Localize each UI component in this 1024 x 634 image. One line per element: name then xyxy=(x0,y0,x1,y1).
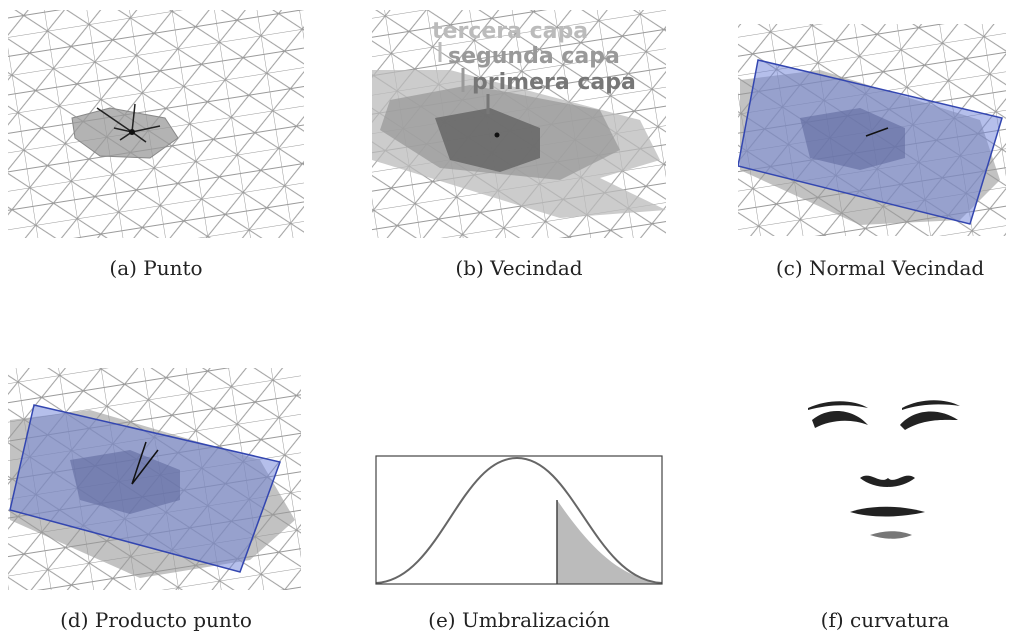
mouth xyxy=(850,507,925,517)
eye-left xyxy=(812,411,868,428)
panel-e xyxy=(376,456,662,584)
plot-frame xyxy=(376,456,662,584)
caption: (a) Punto xyxy=(109,256,202,280)
panel-f xyxy=(808,400,960,539)
eye-right xyxy=(900,412,958,430)
brow-right xyxy=(902,400,960,410)
layer-label: tercera capa xyxy=(432,19,588,44)
nose xyxy=(860,476,915,487)
panel-d xyxy=(8,368,301,590)
point xyxy=(129,129,135,135)
caption: (f) curvatura xyxy=(821,608,950,632)
figure: (a) Punto tercera capa segunda capa prim… xyxy=(0,0,1024,634)
caption: (e) Umbralización xyxy=(428,608,610,632)
panel-c xyxy=(738,24,1006,236)
chin xyxy=(870,531,912,539)
layer-label: segunda capa xyxy=(448,44,620,69)
layer-label: primera capa xyxy=(472,70,636,95)
panel-a xyxy=(8,10,304,238)
brow-left xyxy=(808,401,868,410)
gaussian xyxy=(376,458,662,583)
caption: (b) Vecindad xyxy=(455,256,582,280)
threshold-area xyxy=(557,500,662,584)
caption: (d) Producto punto xyxy=(60,608,252,632)
caption: (c) Normal Vecindad xyxy=(776,256,985,280)
point xyxy=(495,133,500,138)
